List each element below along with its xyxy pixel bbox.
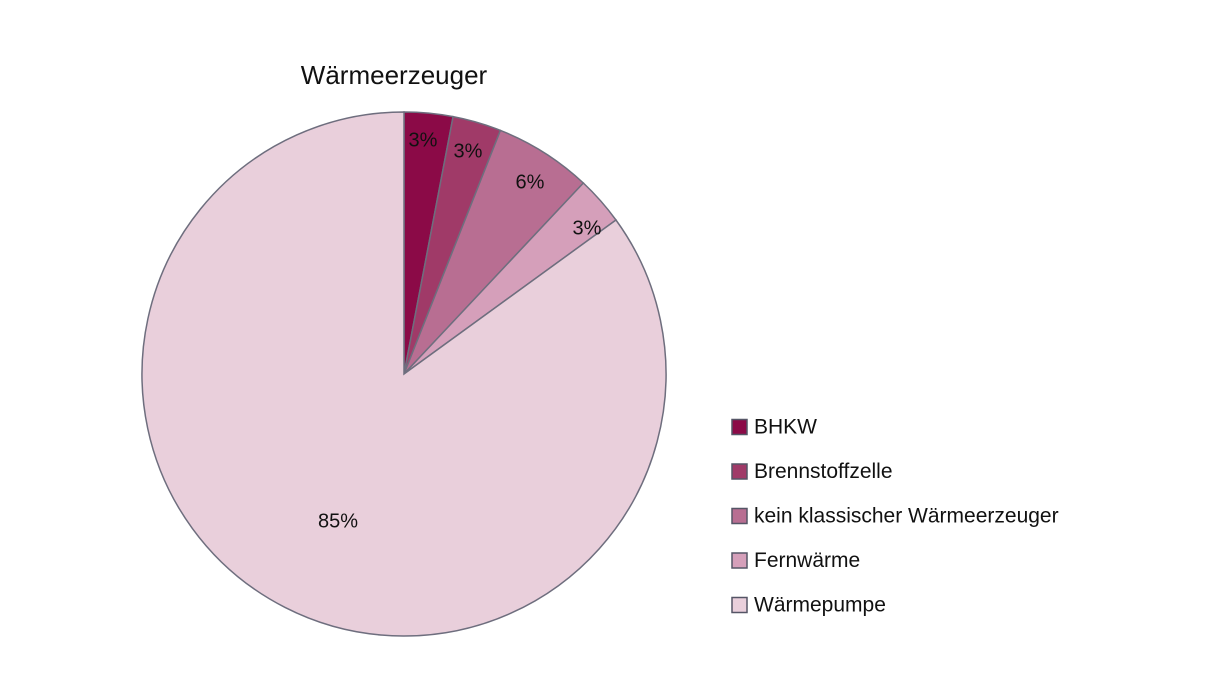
slice-label-4: 85% — [318, 510, 358, 532]
slice-label-2: 6% — [516, 171, 545, 193]
chart-title: Wärmeerzeuger — [301, 60, 488, 90]
legend-swatch-3 — [731, 552, 748, 569]
slice-labels: 3% 3% 6% 3% 85% — [318, 129, 602, 532]
legend-swatch-1 — [731, 463, 748, 480]
legend-swatch-4 — [731, 596, 748, 614]
legend-swatch-0 — [731, 418, 748, 436]
legend-label-1: Brennstoffzelle — [754, 460, 893, 483]
pie-slices — [141, 111, 667, 637]
legend: BHKW Brennstoffzelle kein klassischer Wärm… — [731, 416, 1059, 617]
legend-label-3: Fernwärme — [754, 549, 860, 572]
slice-label-3: 3% — [573, 217, 602, 239]
slice-label-0: 3% — [409, 129, 438, 151]
pie-slice-4 — [141, 111, 667, 637]
slice-label-1: 3% — [454, 140, 483, 162]
legend-label-4: Wärmepumpe — [754, 594, 886, 617]
legend-label-2: kein klassischer Wärmeerzeuger — [754, 505, 1059, 528]
legend-swatch-2 — [731, 507, 748, 525]
legend-label-0: BHKW — [754, 416, 817, 439]
